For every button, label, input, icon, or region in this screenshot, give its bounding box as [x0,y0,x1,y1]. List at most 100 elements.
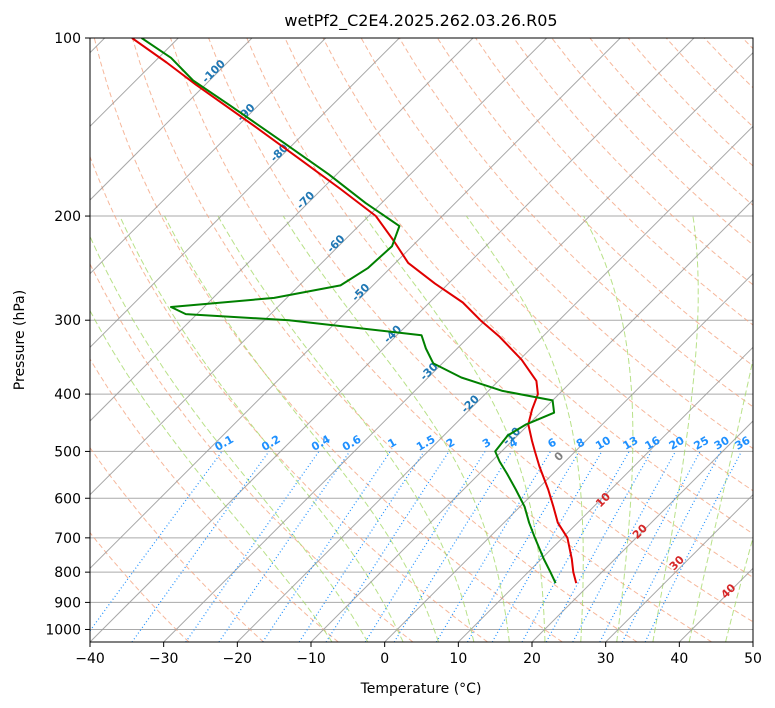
moist-adiabat-label: 20 [630,521,650,541]
mixing-ratio-label: 0.4 [309,433,333,454]
y-axis: 100 200 300 400 500 600 700 800 900 1000 [45,31,90,638]
isotherm [236,125,753,642]
moist-adiabat [652,215,699,642]
mixing-ratio-line [393,451,513,642]
dewpoint-profile [141,38,557,584]
moist-adiabat [688,356,753,642]
mixing-ratio-label: 13 [621,434,641,453]
mixing-ratio-line [131,451,270,642]
mixing-ratio-label: 1.5 [414,433,437,454]
y-tick-label: 100 [54,31,81,47]
dry-adiabat [90,446,264,642]
x-tick-label: 30 [597,651,615,667]
dry-adiabat [322,38,753,492]
isotherm [90,38,400,349]
y-axis-label: Pressure (hPa) [12,290,28,390]
moist-adiabat-label: 10 [593,490,613,510]
moist-adiabat [119,215,404,642]
mixing-ratio-label: 0.6 [340,433,364,454]
mixing-ratio-line [599,451,701,642]
isotherm [90,38,474,422]
isotherm-label: -50 [349,281,372,304]
plot-frame [89,37,754,643]
mixing-ratio-label: 6 [545,435,558,450]
isotherm [752,641,753,642]
isotherm [384,272,753,642]
moist-adiabat [164,215,439,642]
mixing-ratio-line [435,451,552,642]
dry-adiabat [131,38,638,642]
plot-area: 0.1 0.2 0.4 0.6 1 1.5 2 3 4 6 8 10 13 16 20 25 30 36-100-… [90,38,753,642]
dry-adiabat [93,38,563,642]
dry-adiabat [589,38,753,206]
mixing-ratio-label: 20 [667,434,687,453]
y-tick-label: 400 [54,387,81,403]
dry-adiabat [208,38,753,623]
chart-title: wetPf2_C2E4.2025.262.03.26.R05 [284,11,557,31]
mixing-ratio-label: 2 [444,436,457,451]
dry-adiabat [90,358,339,642]
dry-adiabat [665,38,753,128]
moist-adiabat [90,235,369,642]
isotherm [90,38,253,201]
temperature-profile [131,38,578,584]
mixing-ratio-label: 1 [386,436,399,451]
y-tick-label: 600 [54,491,81,507]
dry-adiabat [90,262,414,642]
x-tick-label: −40 [75,651,105,667]
dry-adiabat [551,38,753,246]
y-tick-label: 500 [54,444,81,460]
x-tick-label: −20 [223,651,253,667]
x-tick-label: −10 [296,651,326,667]
mixing-ratio-line [262,451,391,642]
x-axis: −40 −30 −20 −10 0 10 20 30 40 50 [75,642,762,667]
moist-adiabat [282,215,510,642]
mixing-ratio-label: 30 [712,434,732,453]
x-tick-label: −30 [149,651,179,667]
mixing-ratio-line [644,451,743,642]
x-tick-label: 40 [670,651,688,667]
background-lines [90,38,753,642]
mixing-ratio-line [218,451,351,642]
isotherm [90,38,621,570]
isotherm [678,567,753,642]
isotherm-label: -100 [199,57,228,86]
isotherm-label: -70 [294,189,317,212]
moist-adiabat [364,215,546,642]
mixing-ratio-line [364,451,486,642]
profiles [131,38,578,584]
dry-adiabat [436,38,753,367]
isotherm [163,51,753,642]
dry-adiabat [703,38,753,89]
mixing-ratio-line [545,451,652,642]
dry-adiabat [246,38,753,578]
mixing-ratio-label: 0.2 [259,433,282,454]
mixing-ratio-line [521,451,630,642]
dry-adiabat [90,155,488,642]
mixing-ratio-line [572,451,677,642]
mixing-ratio-label: 3 [480,436,493,451]
isotherm [90,38,548,496]
y-tick-label: 200 [54,209,81,225]
y-tick-label: 900 [54,595,81,611]
moist-adiabat [583,215,634,642]
x-tick-label: 10 [449,651,467,667]
isotherm [310,199,753,642]
moist-adiabat-label: 40 [718,581,738,601]
y-tick-label: 1000 [45,622,81,638]
y-tick-label: 300 [54,313,81,329]
dry-adiabat [90,531,190,642]
mixing-ratio-line [298,451,425,642]
isotherm-label: -20 [459,392,482,415]
x-axis-label: Temperature (°C) [360,681,482,697]
mixing-ratio-line [621,451,722,642]
isotherm [90,38,327,275]
y-tick-label: 700 [54,531,81,547]
isotherm [531,420,753,642]
isotherm [90,38,695,642]
moist-adiabat [90,309,333,642]
mixing-ratio-label: 10 [593,434,613,453]
dry-adiabat [475,38,753,326]
mixing-ratio-label: 16 [643,434,663,453]
